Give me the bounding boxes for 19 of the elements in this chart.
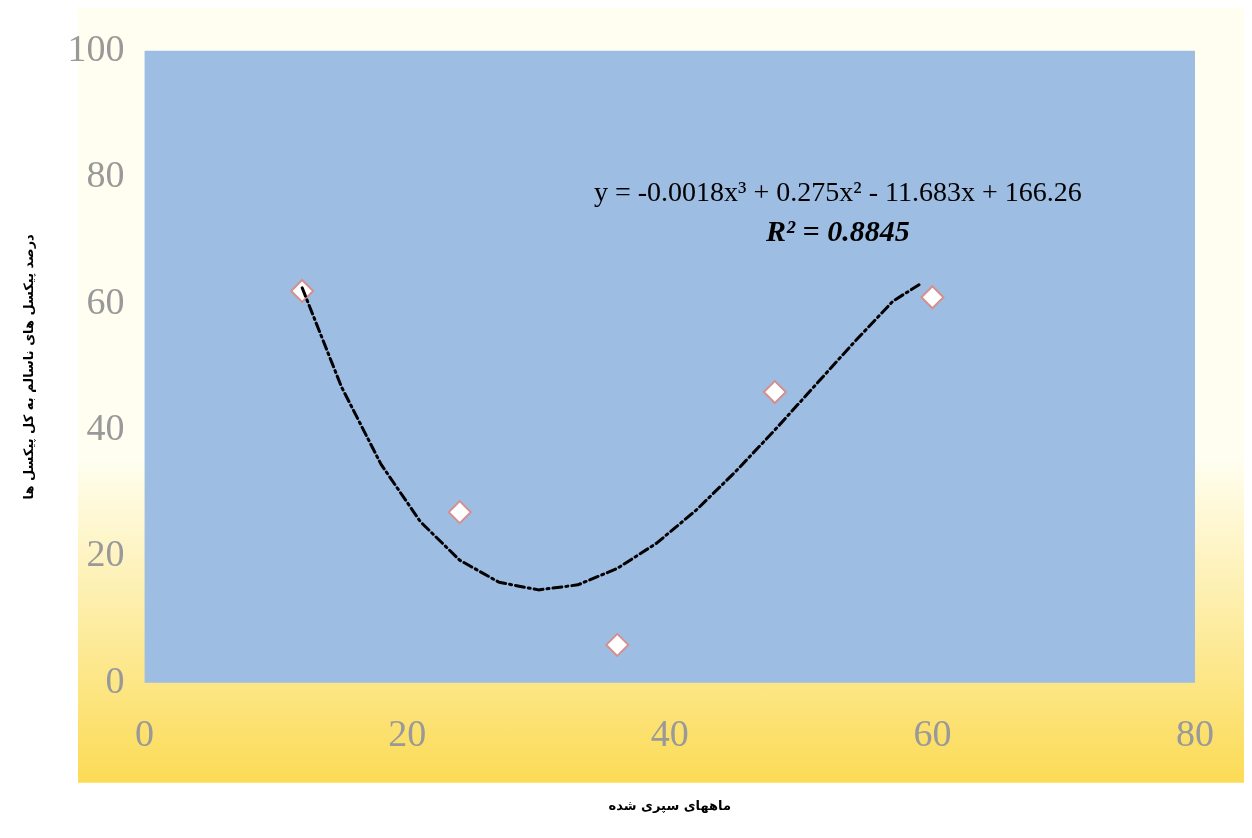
point (447, 500, 472, 525)
x-tick-label: 20 (388, 711, 427, 754)
point (605, 632, 630, 657)
y-tick-label: 0 (105, 658, 125, 701)
y-tick-label: 20 (86, 532, 125, 575)
y-tick-label: 60 (86, 279, 125, 322)
x-tick-label: 40 (650, 711, 689, 754)
y-axis-title: درصد پیکسل های ناسالم به کل پیکسل ها (21, 233, 37, 500)
point (920, 285, 945, 310)
y-tick-label: 100 (67, 26, 125, 69)
x-tick-label: 60 (913, 711, 952, 754)
annotation: R² = 0.8845 (765, 213, 910, 247)
x-tick-label: 80 (1176, 711, 1214, 754)
x-tick-label: 0 (135, 711, 155, 754)
x-axis-title: ماههای سپری شده (608, 797, 732, 813)
y-tick-label: 40 (86, 405, 125, 448)
point (762, 380, 787, 405)
y-tick-label: 80 (86, 153, 125, 196)
annotation: y = -0.0018x³ + 0.275x² - 11.683x + 166.26 (593, 175, 1082, 207)
